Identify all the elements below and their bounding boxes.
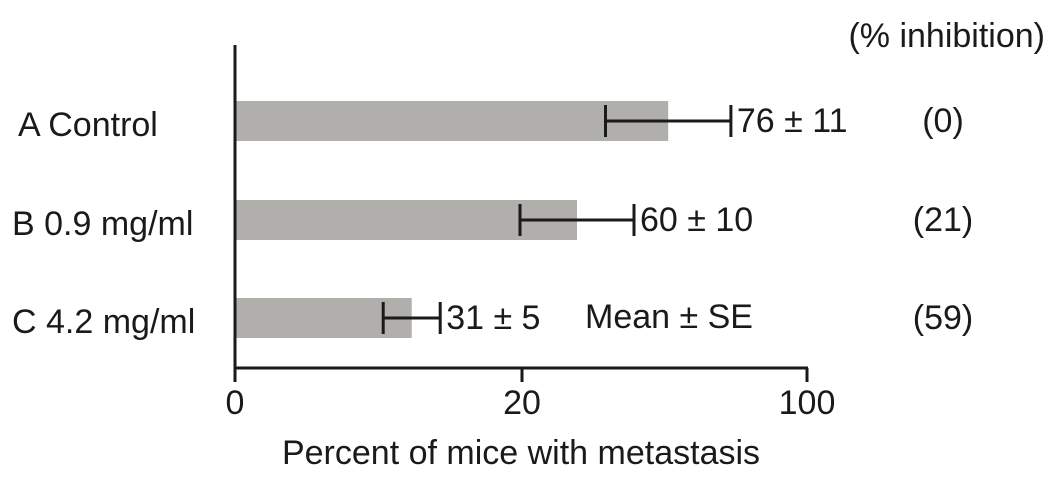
bar-0 (236, 101, 669, 141)
mean-se-annotation: Mean ± SE (585, 298, 753, 336)
error-bars-group (381, 105, 733, 334)
value-label-2: 31 ± 5 (446, 299, 540, 337)
x-ticks-group: 0 20 100 (226, 368, 836, 422)
inhibition-labels-group: (0) (21) (59) (913, 102, 973, 337)
inhibition-label-2: (59) (913, 299, 973, 337)
category-label-2: C 4.2 mg/ml (12, 303, 195, 341)
x-axis-title: Percent of mice with metastasis (282, 434, 760, 472)
value-label-0: 76 ± 11 (737, 102, 848, 140)
x-tick-label-1: 20 (503, 384, 541, 422)
inhibition-header: (% inhibition) (848, 17, 1045, 55)
category-label-0: A Control (18, 106, 158, 144)
value-label-1: 60 ± 10 (640, 201, 753, 239)
inhibition-label-0: (0) (922, 102, 964, 140)
x-tick-label-2: 100 (779, 384, 836, 422)
category-labels-group: A Control B 0.9 mg/ml C 4.2 mg/ml (12, 106, 195, 341)
category-label-1: B 0.9 mg/ml (12, 205, 193, 243)
x-tick-label-0: 0 (226, 384, 245, 422)
value-labels-group: 76 ± 11 60 ± 10 31 ± 5 (446, 102, 847, 337)
inhibition-label-1: (21) (913, 201, 973, 239)
